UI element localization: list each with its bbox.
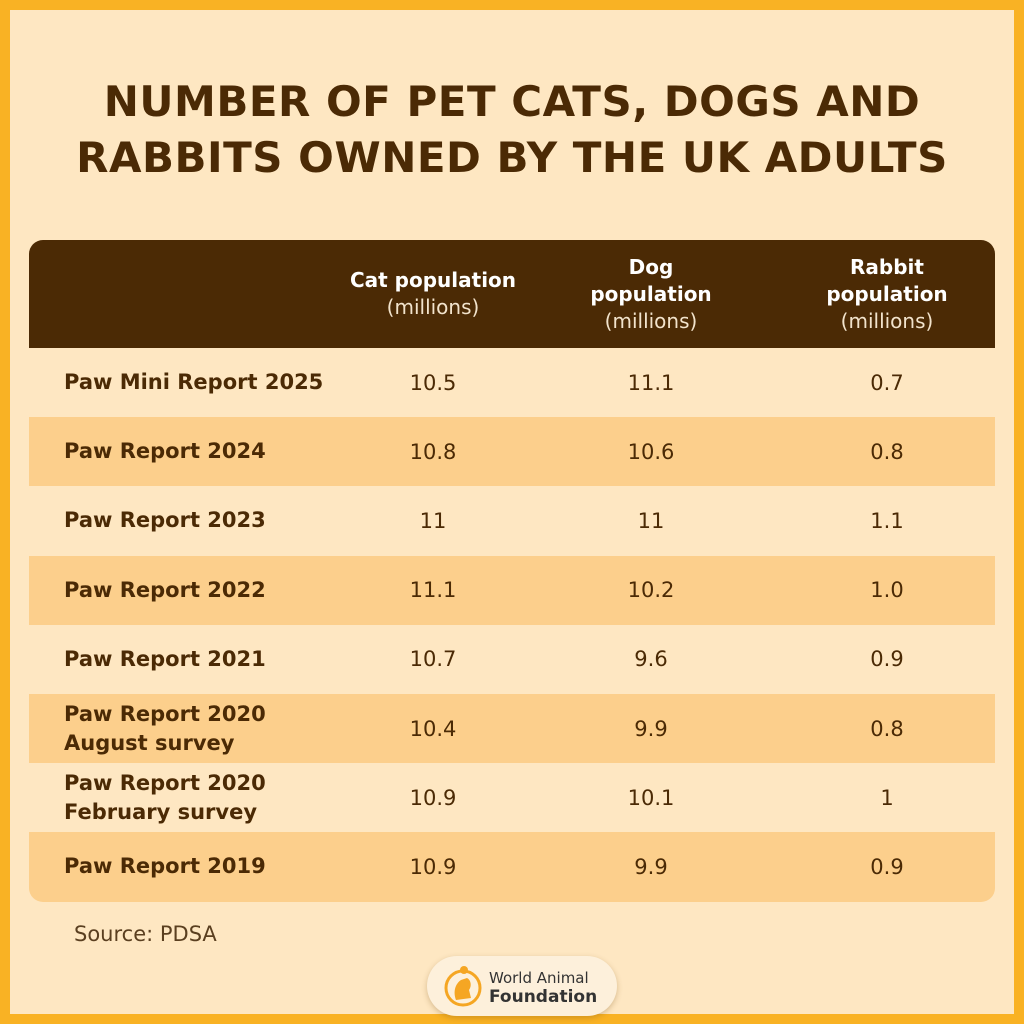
value-cell: 1.0: [870, 578, 904, 603]
value-cell: 10.2: [627, 578, 675, 603]
row-label-line: Paw Report 2019: [64, 854, 266, 879]
row-label-line: Paw Report 2020: [64, 770, 266, 795]
value-cell: 9.9: [634, 854, 668, 879]
source-note: Source: PDSA: [74, 922, 217, 946]
table-row: Paw Report 2022 11.1 10.2 1.0: [29, 555, 995, 625]
value-cell: 0.8: [870, 439, 904, 464]
value-cell: 0.9: [870, 854, 904, 879]
row-label: Paw Report 2020 February survey: [64, 763, 266, 832]
value-cell: 0.9: [870, 647, 904, 672]
row-label: Paw Report 2019: [64, 832, 266, 901]
value-cell: 11.1: [409, 578, 457, 603]
row-label-line: February survey: [64, 799, 258, 824]
table-header: Cat population (millions) Dog population (m…: [29, 240, 995, 348]
row-label-line: August survey: [64, 730, 235, 755]
row-label: Paw Report 2024: [64, 417, 266, 486]
row-label-line: Paw Report 2023: [64, 508, 266, 533]
row-label-line: Paw Report 2022: [64, 577, 266, 602]
value-cell: 10.4: [409, 716, 457, 741]
value-cell: 1: [880, 785, 894, 810]
value-cell: 10.9: [409, 785, 457, 810]
column-name: Dog population: [590, 254, 712, 306]
row-label-line: Paw Report 2024: [64, 439, 266, 464]
table-row: Paw Report 2020 August survey 10.4 9.9 0.8: [29, 693, 995, 764]
table-row: Paw Report 2024 10.8 10.6 0.8: [29, 417, 995, 487]
column-header: Dog population (millions): [551, 240, 751, 348]
table-body: Paw Mini Report 2025 10.5 11.1 0.7 Paw Repor…: [29, 348, 995, 902]
value-cell: 10.1: [627, 785, 675, 810]
value-cell: 10.6: [627, 439, 675, 464]
row-label: Paw Mini Report 2025: [64, 348, 323, 417]
row-label-line: Paw Mini Report 2025: [64, 370, 324, 395]
value-cell: 10.9: [409, 854, 457, 879]
row-label: Paw Report 2023: [64, 486, 266, 555]
value-cell: 10.8: [409, 439, 457, 464]
table-row: Paw Mini Report 2025 10.5 11.1 0.7: [29, 348, 995, 417]
row-label: Paw Report 2022: [64, 556, 266, 625]
column-name: Cat population: [349, 268, 517, 292]
column-header: Rabbit population (millions): [787, 240, 987, 348]
value-cell: 11: [419, 508, 447, 533]
page-title: NUMBER OF PET CATS, DOGS AND RABBITS OWN…: [76, 77, 948, 182]
data-table: Cat population (millions) Dog population (m…: [29, 240, 995, 902]
row-label: Paw Report 2020 August survey: [64, 694, 266, 763]
value-cell: 10.7: [409, 647, 457, 672]
value-cell: 9.6: [634, 647, 668, 672]
value-cell: 11.1: [627, 370, 675, 395]
value-cell: 0.8: [870, 716, 904, 741]
column-name: Rabbit population: [826, 254, 948, 306]
column-header: Cat population (millions): [333, 240, 533, 348]
column-unit: (millions): [386, 295, 480, 319]
value-cell: 0.7: [870, 370, 904, 395]
logo-text-line1: World Animal: [489, 969, 589, 987]
value-cell: 10.5: [409, 370, 457, 395]
row-label-line: Paw Report 2021: [64, 646, 266, 671]
logo: World Animal Foundation: [427, 956, 617, 1016]
row-label-line: Paw Report 2020: [64, 701, 266, 726]
value-cell: 11: [637, 508, 665, 533]
value-cell: 9.9: [634, 716, 668, 741]
table-row: Paw Report 2020 February survey 10.9 10.1 1: [29, 763, 995, 832]
row-label: Paw Report 2021: [64, 625, 266, 694]
column-unit: (millions): [840, 308, 934, 333]
table-row: Paw Report 2021 10.7 9.6 0.9: [29, 625, 995, 694]
column-unit: (millions): [604, 308, 698, 333]
table-row: Paw Report 2019 10.9 9.9 0.9: [29, 832, 995, 902]
value-cell: 1.1: [870, 508, 904, 533]
pet-silhouette-circle-icon: [444, 966, 482, 1007]
table-row: Paw Report 2023 11 11 1.1: [29, 486, 995, 555]
logo-text-line2: Foundation: [489, 987, 598, 1007]
